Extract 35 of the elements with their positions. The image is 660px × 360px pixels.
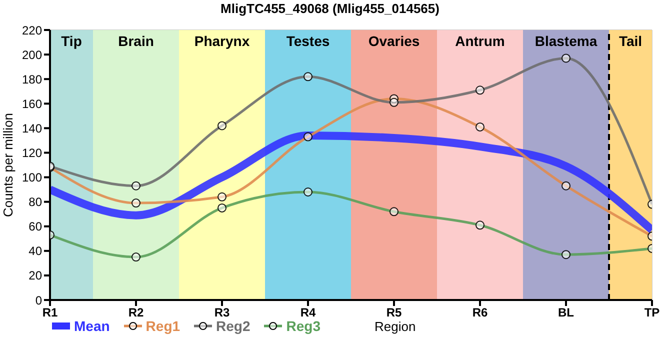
x-axis-title: Region xyxy=(374,318,416,334)
x-tick-label: R3 xyxy=(214,306,230,320)
band-label: Blastema xyxy=(534,33,598,49)
x-tick-label: R4 xyxy=(300,306,316,320)
x-tick-label: TP xyxy=(644,306,660,320)
y-tick-label: 200 xyxy=(22,48,42,62)
band-label: Brain xyxy=(118,33,154,49)
y-tick-label: 180 xyxy=(22,72,42,86)
legend-label: Reg1 xyxy=(146,318,180,334)
y-tick-label: 0 xyxy=(35,293,42,308)
x-tick-label: R6 xyxy=(472,306,488,320)
x-tick-label: BL xyxy=(558,306,574,320)
band-label: Tail xyxy=(618,33,642,49)
y-tick-label: 100 xyxy=(22,170,42,185)
x-tick-label: R1 xyxy=(42,306,58,320)
y-tick-label: 140 xyxy=(22,121,42,136)
chart-title: MligTC455_49068 (Mlig455_014565) xyxy=(220,1,440,16)
x-tick-label: R5 xyxy=(386,306,402,320)
band-label: Pharynx xyxy=(194,33,250,49)
y-tick-label: 160 xyxy=(22,96,42,111)
band-label: Testes xyxy=(286,33,330,49)
band-label: Ovaries xyxy=(368,33,420,49)
y-tick-label: 60 xyxy=(28,220,42,234)
y-tick-label: 80 xyxy=(28,195,42,210)
y-tick-label: 220 xyxy=(22,23,42,38)
legend-label: Reg3 xyxy=(286,318,320,334)
y-axis-title: Counts per million xyxy=(0,112,16,218)
x-tick-label: R2 xyxy=(128,306,144,320)
y-tick-label: 40 xyxy=(28,244,42,258)
band-label: Antrum xyxy=(455,33,505,49)
legend-label: Reg2 xyxy=(216,318,250,334)
legend-label: Mean xyxy=(74,318,110,334)
y-tick-label: 120 xyxy=(22,146,42,160)
y-tick-label: 20 xyxy=(28,268,42,283)
band-label: Tip xyxy=(61,33,82,49)
